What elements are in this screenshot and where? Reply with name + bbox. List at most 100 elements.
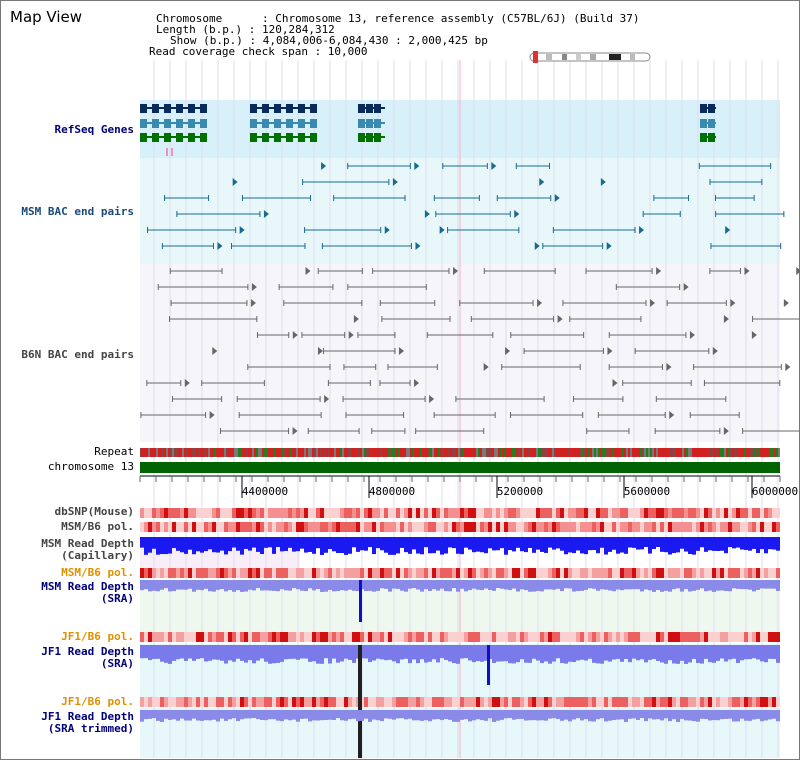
msm-pol-sra-cell <box>236 568 240 578</box>
dbsnp-cell <box>428 508 432 518</box>
jf1-pol-cell <box>700 632 704 642</box>
msm-sra-depth-bar <box>356 580 360 592</box>
jf1-pol-trim-cell <box>140 697 144 707</box>
msm-pol-cell <box>372 522 376 532</box>
gene-exon <box>140 119 147 128</box>
jf1-b6-pol-label[interactable]: JF1/B6 pol. <box>61 630 134 643</box>
msm-bac-label[interactable]: MSM BAC end pairs <box>21 205 134 218</box>
jf1-pol-cell <box>680 632 684 642</box>
capillary-depth-bar <box>680 537 684 549</box>
jf1-sra-depth-bar <box>384 645 388 661</box>
jf1-sra-depth-bar <box>236 645 240 659</box>
jf1-depth-trim-label[interactable]: JF1 Read Depth <box>41 710 134 723</box>
msm-bac-track[interactable] <box>147 162 785 250</box>
msm-pol-sra-cell <box>456 568 460 578</box>
repeat-block <box>746 448 748 457</box>
refseq-track[interactable] <box>140 104 716 156</box>
jf1-trim-depth-bar <box>768 710 772 720</box>
jf1-pol-trim-cell <box>144 697 148 707</box>
jf1-sra-depth-bar <box>424 645 428 663</box>
capillary-depth-bar <box>388 537 392 555</box>
dbsnp-cell <box>692 508 696 518</box>
capillary-depth-bar <box>396 537 400 554</box>
dbsnp-label[interactable]: dbSNP(Mouse) <box>54 505 134 518</box>
jf1-pol-trim-cell <box>580 697 584 707</box>
msm-sra-depth-bar <box>396 580 400 589</box>
msm-sra-depth-bar <box>332 580 336 592</box>
msm-sra-depth-bar <box>252 580 256 591</box>
capillary-depth-bar <box>492 537 496 551</box>
msm-depth-sra-label[interactable]: MSM Read Depth <box>41 580 134 593</box>
jf1-trim-depth-bar <box>400 710 404 719</box>
capillary-depth-bar <box>356 537 360 552</box>
jf1-pol-trim-cell <box>512 697 516 707</box>
repeat-block <box>382 448 384 457</box>
repeat-block <box>414 448 416 457</box>
msm-b6-pol-label[interactable]: MSM/B6 pol. <box>61 520 134 533</box>
jf1-sra-depth-bar <box>608 645 612 662</box>
b6n-bac-track[interactable] <box>140 267 800 435</box>
msm-pol-cell <box>376 522 380 532</box>
b6n-bac-pair-arrow <box>398 347 404 355</box>
repeat-track[interactable] <box>140 448 780 457</box>
msm-pol-cell <box>240 522 244 532</box>
msm-sra-depth-bar <box>168 580 172 592</box>
capillary-depth-bar <box>772 537 776 550</box>
jf1-sra-depth-bar <box>640 645 644 660</box>
capillary-depth-bar <box>500 537 504 549</box>
capillary-depth-bar <box>436 537 440 551</box>
msm-bac-pair-arrow <box>514 210 520 218</box>
msm-sra-depth-bar <box>752 580 756 592</box>
repeat-block <box>736 448 738 457</box>
repeat-block <box>432 448 434 457</box>
repeat-block <box>510 448 512 457</box>
msm-pol-cell <box>688 522 692 532</box>
jf1-pol-cell <box>340 632 344 642</box>
jf1-sra-depth-bar <box>336 645 340 663</box>
gene-exon <box>358 119 365 128</box>
msm-depth-capillary-label[interactable]: MSM Read Depth <box>41 537 134 550</box>
repeat-block <box>260 448 262 457</box>
msm-sra-depth-bar <box>680 580 684 592</box>
jf1-pol-trim-cell <box>684 697 688 707</box>
dbsnp-cell <box>608 508 612 518</box>
repeat-block <box>358 448 360 457</box>
chromosome-bar[interactable] <box>140 462 780 473</box>
jf1-pol-trim-cell <box>448 697 452 707</box>
repeat-block <box>288 448 290 457</box>
capillary-depth-bar <box>684 537 688 552</box>
jf1-pol-trim-cell <box>244 697 248 707</box>
dbsnp-cell <box>628 508 632 518</box>
gene-exon <box>374 133 381 142</box>
dbsnp-cell <box>672 508 676 518</box>
msm-sra-depth-bar <box>208 580 212 592</box>
msm-pol-cell <box>536 522 540 532</box>
msm-sra-depth-bar <box>212 580 216 592</box>
b6n-bac-label[interactable]: B6N BAC end pairs <box>21 348 134 361</box>
msm-b6-pol-sra-label[interactable]: MSM/B6 pol. <box>61 566 134 579</box>
jf1-pol-trim-cell <box>500 697 504 707</box>
msm-sra-depth-bar <box>220 580 224 590</box>
msm-sra-depth-bar <box>464 580 468 592</box>
b6n-bac-pair-arrow <box>607 347 613 355</box>
jf1-sra-depth-bar <box>316 645 320 664</box>
jf1-sra-depth-bar <box>292 645 296 659</box>
jf1-b6-pol-trim-label[interactable]: JF1/B6 pol. <box>61 695 134 708</box>
capillary-depth-bar <box>368 537 372 548</box>
heatmap-tracks[interactable] <box>140 508 780 707</box>
capillary-depth-bar <box>604 537 608 555</box>
jf1-sra-depth-bar <box>616 645 620 659</box>
chromosome-ideogram[interactable] <box>529 51 651 63</box>
capillary-depth-bar <box>756 537 760 554</box>
depth-tracks[interactable] <box>140 537 780 758</box>
dbsnp-cell <box>560 508 564 518</box>
dbsnp-cell <box>224 508 228 518</box>
jf1-depth-sra-label[interactable]: JF1 Read Depth <box>41 645 134 658</box>
msm-sra-depth-bar <box>600 580 604 590</box>
jf1-trim-depth-bar <box>492 710 496 722</box>
jf1-pol-cell <box>148 632 152 642</box>
msm-pol-sra-cell <box>640 568 644 578</box>
repeat-block <box>668 448 670 457</box>
refseq-genes-label[interactable]: RefSeq Genes <box>54 123 134 136</box>
